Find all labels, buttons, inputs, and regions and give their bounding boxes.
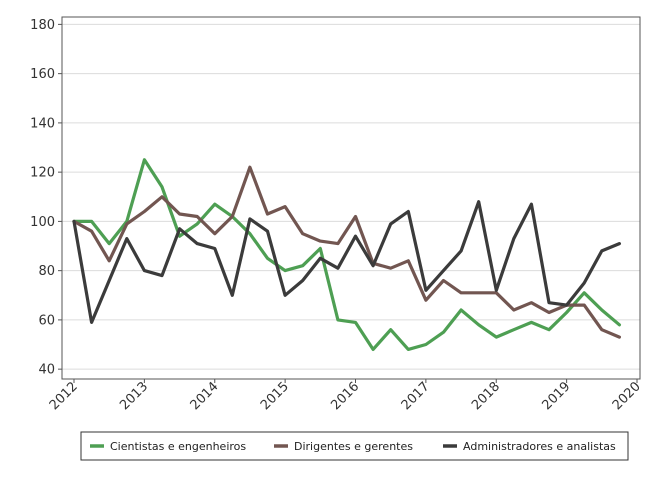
y-axis: 40 60 80 100 120 140 160 180 xyxy=(30,18,62,378)
legend-box xyxy=(80,431,629,461)
y-tick-label: 120 xyxy=(30,166,55,181)
x-axis: 2012 2013 2014 2015 2016 2017 2018 2019 2020 xyxy=(47,379,644,413)
legend-label: Administradores e analistas xyxy=(463,440,616,453)
y-tick-label: 80 xyxy=(38,264,55,279)
x-tick-label: 2015 xyxy=(258,379,292,413)
series-line-0 xyxy=(72,158,622,351)
series-line-1 xyxy=(72,165,622,339)
x-tick-label: 2013 xyxy=(117,379,151,413)
x-tick-label: 2019 xyxy=(539,379,573,413)
series-line-2 xyxy=(72,200,622,324)
y-tick-label: 40 xyxy=(38,363,55,378)
plot-border xyxy=(61,16,641,380)
x-tick-label: 2014 xyxy=(188,379,222,413)
y-tick-label: 180 xyxy=(30,18,55,33)
legend-label: Cientistas e engenheiros xyxy=(110,440,246,453)
x-tick-label: 2016 xyxy=(328,379,362,413)
y-tick-label: 140 xyxy=(30,116,55,131)
x-tick-label: 2018 xyxy=(469,379,503,413)
x-tick-label: 2020 xyxy=(610,379,644,413)
y-tick-label: 100 xyxy=(30,215,55,230)
series-lines xyxy=(72,158,622,351)
x-tick-label: 2012 xyxy=(47,379,81,413)
y-tick-label: 160 xyxy=(30,67,55,82)
plot-area-frame xyxy=(61,16,641,380)
x-tick-label: 2017 xyxy=(399,379,433,413)
legend: Cientistas e engenheiros Dirigentes e ger… xyxy=(80,431,629,461)
grid-lines xyxy=(62,23,640,370)
legend-label: Dirigentes e gerentes xyxy=(294,440,413,453)
y-tick-label: 60 xyxy=(38,313,55,328)
